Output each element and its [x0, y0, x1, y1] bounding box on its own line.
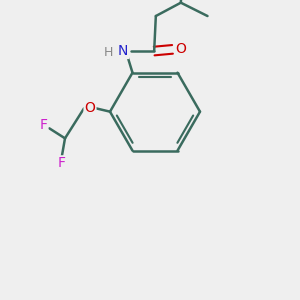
Text: O: O: [176, 42, 186, 56]
Text: H: H: [104, 46, 113, 59]
Text: O: O: [85, 101, 95, 115]
Text: F: F: [39, 118, 47, 132]
Text: N: N: [118, 44, 128, 58]
Text: F: F: [58, 156, 66, 170]
